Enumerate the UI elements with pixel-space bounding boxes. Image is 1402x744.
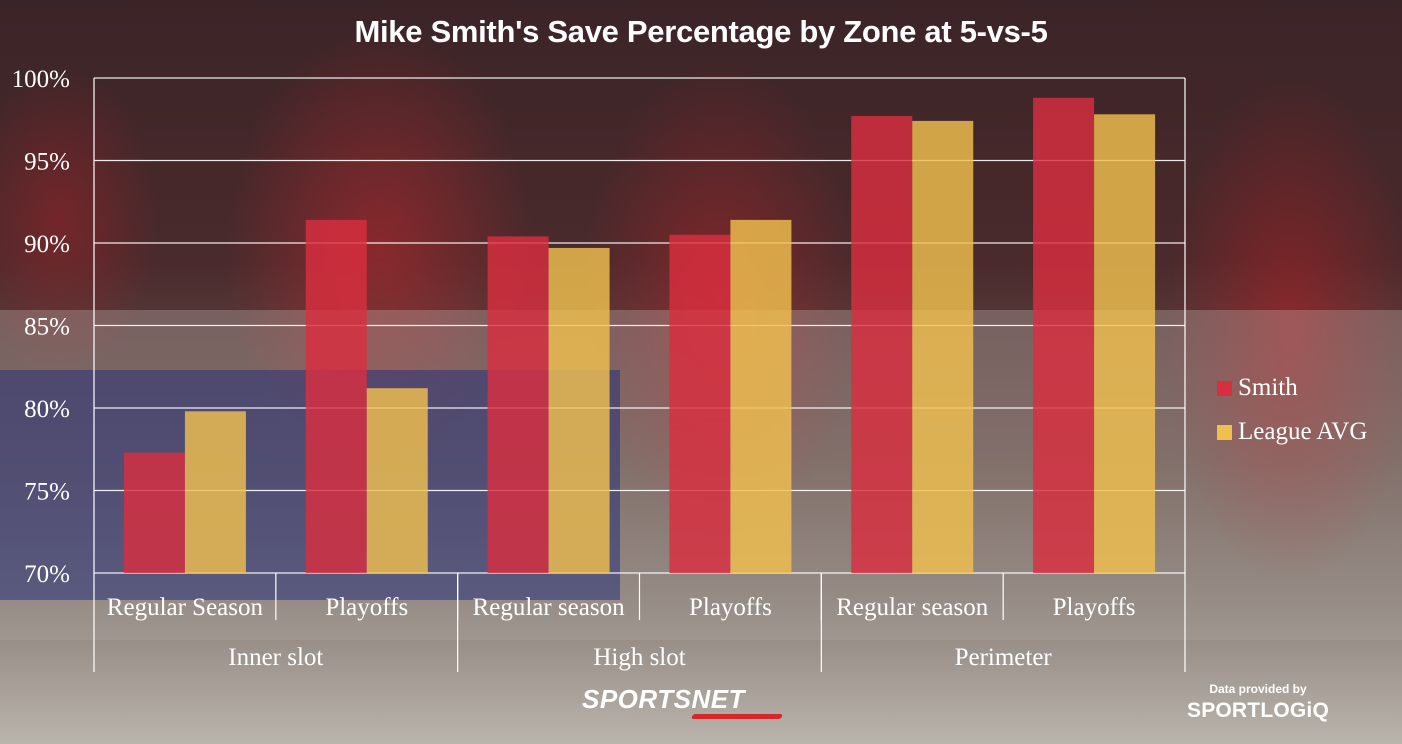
bar-smith [305,219,367,573]
bar-league-avg [548,247,610,573]
data-credit: Data provided by SPORTLOGiQ [1180,682,1336,723]
y-tick-label: 100% [12,66,70,93]
x-category-label: Playoffs [325,594,408,621]
y-tick-label: 75% [24,479,70,506]
bar-smith [669,234,731,573]
legend-label-smith: Smith [1238,374,1298,401]
x-category-label: Playoffs [689,594,772,621]
sportlogiq-logo: SPORTLOGiQ [1186,699,1329,722]
credit-line: Data provided by [1209,682,1307,696]
bar-smith [487,236,549,573]
bar-league-avg [184,411,246,573]
bar-league-avg [912,120,974,574]
x-group-label: Inner slot [228,644,323,671]
bar-smith [851,115,913,573]
sportsnet-logo: SPORTSNET [582,684,783,719]
sportsnet-swoosh-icon [691,714,783,719]
bar-league-avg [1094,114,1156,574]
legend-swatch-smith [1217,380,1232,396]
y-tick-label: 80% [24,396,70,423]
y-tick-label: 95% [24,149,70,176]
legend-item-smith: Smith [1217,366,1367,410]
legend: Smith League AVG [1217,366,1367,454]
x-group-label: High slot [593,644,685,671]
x-category-label: Regular season [836,594,989,621]
y-tick-label: 70% [24,561,70,588]
legend-label-league-avg: League AVG [1238,418,1368,445]
x-category-label: Regular season [473,594,626,621]
y-tick-label: 90% [24,231,70,258]
bar-smith [1033,97,1095,574]
bar-league-avg [730,219,792,573]
chart-title: Mike Smith's Save Percentage by Zone at … [354,14,1048,49]
x-group-label: Perimeter [955,644,1053,671]
sportsnet-logo-text: SPORTSNET [582,684,745,714]
x-category-label: Regular Season [107,594,264,621]
bar-smith [123,452,185,573]
x-category-label: Playoffs [1053,594,1136,621]
y-tick-label: 85% [24,314,70,341]
legend-item-league-avg: League AVG [1217,410,1367,454]
bar-league-avg [366,388,428,573]
legend-swatch-league-avg [1217,424,1232,440]
